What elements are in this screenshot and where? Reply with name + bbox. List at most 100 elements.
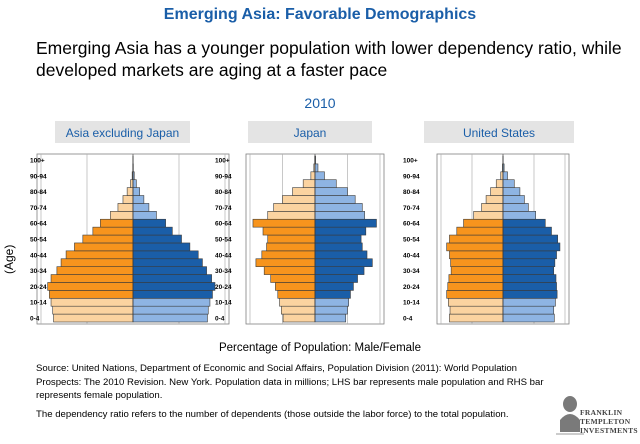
bar-male-80-84 (126, 187, 134, 196)
page-subtitle: Emerging Asia has a younger population w… (36, 38, 622, 80)
bar-male-85-89 (302, 179, 316, 188)
bar-female-25-29 (132, 274, 212, 283)
bar-female-5-9 (132, 305, 209, 315)
tick-label: 100+ (215, 157, 230, 164)
bar-female-50-54 (132, 234, 182, 244)
bar-male-10-14 (279, 297, 316, 307)
bar-female-35-39 (314, 258, 373, 267)
y-axis-label: (Age) (2, 244, 16, 274)
bar-male-35-39 (255, 258, 316, 267)
bar-male-45-49 (74, 242, 134, 252)
bar-female-85-89 (132, 179, 137, 188)
bar-male-90-94 (500, 171, 504, 181)
bar-female-30-34 (314, 266, 365, 275)
tick-label: 40-44 (403, 252, 420, 259)
page-title: Emerging Asia: Favorable Demographics (163, 6, 477, 23)
tick-label: 20-24 (30, 284, 47, 291)
logo-wordmark: FRANKLIN TEMPLETON INVESTMENTS (580, 408, 638, 435)
bar-male-25-29 (50, 274, 134, 283)
tick-label: 100+ (30, 157, 45, 164)
bar-male-65-69 (110, 211, 134, 220)
bar-female-5-9 (502, 305, 555, 315)
bar-male-55-59 (92, 226, 134, 236)
bar-female-80-84 (502, 187, 521, 196)
pyramid-chart-japan: 0-4 10-14 20-24 30-34 40-44 50-54 60-64 70-74 80… (215, 153, 385, 325)
bar-female-95-99 (314, 163, 319, 173)
bar-male-35-39 (60, 258, 134, 267)
bar-male-55-59 (456, 226, 504, 236)
bar-female-70-74 (132, 203, 150, 212)
bar-male-60-64 (100, 218, 134, 228)
bar-female-45-49 (314, 242, 363, 252)
bar-female-55-59 (314, 226, 367, 236)
bar-female-65-69 (314, 211, 365, 220)
bar-female-85-89 (314, 179, 337, 188)
x-axis-label: Percentage of Population: Male/Female (218, 342, 421, 354)
bar-male-80-84 (490, 187, 504, 196)
bar-female-25-29 (314, 274, 358, 283)
bar-female-70-74 (314, 203, 363, 212)
panel-title-asia: Asia excluding Japan (55, 121, 190, 143)
bar-male-50-54 (267, 234, 316, 244)
bar-male-75-79 (485, 195, 504, 204)
franklin-templeton-logo (556, 396, 584, 435)
bar-female-5-9 (314, 305, 348, 315)
tick-label: 80-84 (215, 189, 232, 196)
bar-male-10-14 (50, 297, 134, 307)
tick-label: 30-34 (30, 268, 47, 275)
bar-male-5-9 (281, 305, 316, 315)
bar-male-45-49 (266, 242, 316, 252)
bar-male-30-34 (450, 266, 504, 275)
bar-female-35-39 (132, 258, 203, 267)
tick-label: 70-74 (30, 205, 47, 212)
bar-female-50-54 (314, 234, 362, 244)
source-note: Source: United Nations, Department of Ec… (36, 363, 544, 401)
tick-label: 50-54 (403, 237, 420, 244)
tick-label: 60-64 (403, 221, 420, 228)
tick-label: 50-54 (30, 237, 47, 244)
tick-label: 80-84 (30, 189, 47, 196)
tick-label: 20-24 (215, 284, 232, 291)
bar-male-25-29 (270, 274, 316, 283)
bar-female-30-34 (502, 266, 555, 275)
bar-female-75-79 (132, 195, 145, 204)
bar-female-30-34 (132, 266, 207, 275)
bar-female-20-24 (502, 282, 557, 291)
bar-male-5-9 (52, 305, 134, 315)
bar-male-70-74 (481, 203, 504, 212)
panel-title-us: United States (424, 121, 574, 143)
bar-male-0-4 (449, 313, 504, 323)
bar-male-0-4 (53, 313, 134, 323)
bar-male-85-89 (130, 179, 134, 188)
tick-label: 80-84 (403, 189, 420, 196)
tick-label: 100+ (403, 157, 418, 164)
bar-male-40-44 (261, 250, 316, 260)
tick-label: 0-4 (215, 316, 225, 323)
bar-male-85-89 (495, 179, 504, 188)
bar-male-40-44 (449, 250, 504, 260)
bar-female-80-84 (132, 187, 140, 196)
bar-male-75-79 (282, 195, 316, 204)
bar-female-65-69 (502, 211, 536, 220)
tick-label: 60-64 (215, 221, 232, 228)
bar-male-65-69 (267, 211, 316, 220)
tick-label: 70-74 (403, 205, 420, 212)
bar-male-15-19 (446, 290, 504, 299)
tick-label: 60-64 (30, 221, 47, 228)
tick-label: 20-24 (403, 284, 420, 291)
bar-male-25-29 (448, 274, 504, 283)
bar-female-0-4 (502, 313, 555, 323)
bar-female-85-89 (502, 179, 515, 188)
tick-label: 0-4 (403, 316, 413, 323)
tick-label: 90-94 (30, 173, 47, 180)
bar-female-90-94 (314, 171, 325, 181)
bar-female-45-49 (132, 242, 191, 252)
bar-female-90-94 (502, 171, 508, 181)
bar-male-50-54 (449, 234, 504, 244)
tick-label: 70-74 (215, 205, 232, 212)
bar-female-10-14 (132, 297, 211, 307)
bar-male-20-24 (47, 282, 134, 291)
bar-male-20-24 (447, 282, 504, 291)
bar-male-50-54 (82, 234, 134, 244)
bar-male-60-64 (252, 218, 316, 228)
